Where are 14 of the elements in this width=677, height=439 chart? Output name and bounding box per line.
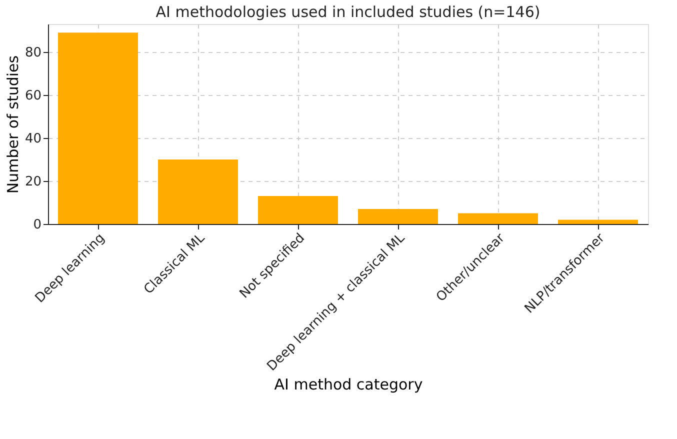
y-tick-label: 0 xyxy=(33,218,42,232)
bar xyxy=(358,208,438,224)
bar xyxy=(558,220,638,224)
y-tick-label: 60 xyxy=(24,88,42,104)
bar xyxy=(258,196,338,224)
bar xyxy=(458,213,538,224)
bar xyxy=(158,159,238,224)
y-tick-label: 20 xyxy=(24,174,42,190)
y-axis-title: Number of studies xyxy=(4,55,22,194)
y-tick-label: 80 xyxy=(24,45,42,60)
chart-title: AI methodologies used in included studies (n=146) xyxy=(156,3,540,21)
y-tick-label: 40 xyxy=(24,131,42,146)
x-axis-title: AI method category xyxy=(274,375,423,394)
bar xyxy=(58,32,138,224)
